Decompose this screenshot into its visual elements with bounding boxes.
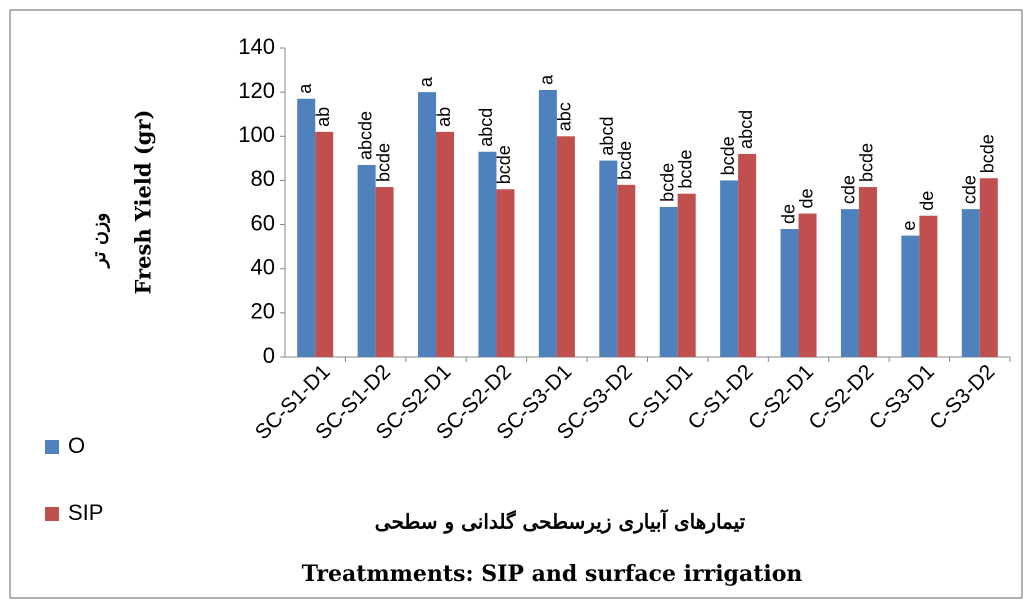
y-tick-label: 40 <box>251 255 275 280</box>
x-tick-label: C-S3-D2 <box>925 360 999 434</box>
bar <box>720 180 739 357</box>
bar-letter: bcde <box>494 145 514 184</box>
bar <box>436 131 455 357</box>
y-tick-label: 20 <box>251 299 275 324</box>
bar-letter: bcde <box>675 150 695 189</box>
bar-letter: a <box>295 83 315 94</box>
bar-letter: e <box>899 221 919 231</box>
bar-letter: abcde <box>355 111 375 160</box>
y-axis-title-secondary: وزن تر <box>88 213 110 270</box>
bar-letter: bcde <box>857 143 877 182</box>
bar <box>357 164 376 357</box>
y-tick-label: 120 <box>238 78 275 103</box>
x-tick-label: C-S2-D2 <box>804 360 878 434</box>
x-axis-title: Treatmments: SIP and surface irrigation <box>302 561 803 587</box>
bar-letter: ab <box>313 107 333 127</box>
bar <box>780 228 799 357</box>
bar-letter: de <box>796 189 816 209</box>
bar <box>599 160 618 357</box>
bar-letter: bcde <box>657 163 677 202</box>
frame <box>9 9 1023 599</box>
legend-swatch <box>45 507 59 521</box>
bar <box>496 189 515 357</box>
bar-letter: cde <box>839 175 859 204</box>
x-tick-label: C-S2-D1 <box>744 360 818 434</box>
bar-letter: de <box>778 204 798 224</box>
bar <box>901 235 920 357</box>
bar-letter: bcde <box>373 143 393 182</box>
legend-swatch <box>45 440 59 454</box>
x-tick-label: C-S3-D1 <box>865 360 939 434</box>
bar-letter: bcde <box>718 136 738 175</box>
bar <box>478 151 497 357</box>
bar <box>556 136 575 357</box>
bar <box>858 187 877 357</box>
legend-label: SIP <box>68 500 103 525</box>
y-tick-label: 60 <box>251 210 275 235</box>
bar <box>659 206 678 357</box>
bar <box>979 178 998 357</box>
y-tick-label: 140 <box>238 34 275 59</box>
bar-letter: abc <box>555 102 575 131</box>
x-tick-label: C-S1-D1 <box>623 360 697 434</box>
bar-letter: bcde <box>978 134 998 173</box>
bar <box>738 153 757 357</box>
bar <box>961 209 980 357</box>
bar-letter: abcd <box>736 110 756 149</box>
bar <box>677 193 696 357</box>
bar-letter: ab <box>434 107 454 127</box>
bar-letter: a <box>537 74 557 85</box>
bar-letter: abcd <box>476 108 496 147</box>
y-axis-title: Fresh Yield (gr) <box>131 110 156 295</box>
x-tick-label: C-S1-D2 <box>684 360 758 434</box>
bar <box>315 131 334 357</box>
bar-letter: abcd <box>597 117 617 156</box>
bar <box>418 92 437 358</box>
bar <box>840 209 859 357</box>
bar <box>798 213 817 357</box>
bar-letter: a <box>416 76 436 87</box>
bar-letter: de <box>917 191 937 211</box>
y-tick-label: 100 <box>238 122 275 147</box>
bar-letter: cde <box>960 175 980 204</box>
bar <box>375 187 394 357</box>
bar <box>297 98 316 357</box>
y-tick-label: 0 <box>263 343 275 368</box>
bar-letter: bcde <box>615 141 635 180</box>
x-axis-title-secondary: تیمارهای آبیاری زیرسطحی گلدانی و سطحی <box>375 509 746 535</box>
bar <box>617 184 636 357</box>
legend-label: O <box>68 433 85 458</box>
y-tick-label: 80 <box>251 166 275 191</box>
bar <box>919 215 938 357</box>
bar <box>538 89 557 357</box>
